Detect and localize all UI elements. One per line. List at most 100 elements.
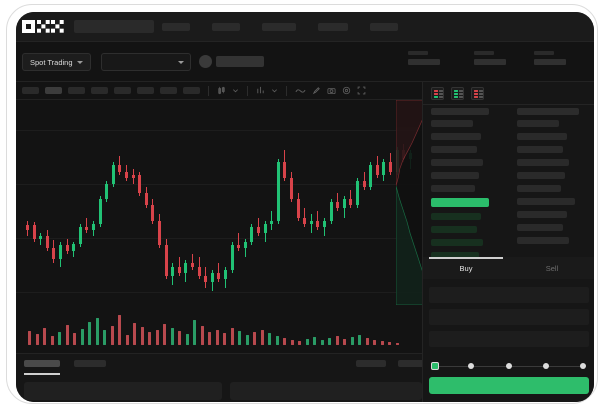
orderbook-row-ask[interactable] xyxy=(516,172,565,179)
orderbook-row-ask[interactable] xyxy=(516,237,569,244)
orderbook-mode-asks-icon[interactable] xyxy=(471,87,484,100)
line-style-icon[interactable] xyxy=(295,87,306,95)
chart-gridline xyxy=(16,184,438,185)
slider-node-75[interactable] xyxy=(543,363,549,369)
slider-node-25[interactable] xyxy=(468,363,474,369)
orderbook-row-ask[interactable] xyxy=(516,146,563,153)
volume-histogram xyxy=(16,305,438,353)
orderbook-row-ask[interactable] xyxy=(516,185,561,192)
nav-item-1[interactable] xyxy=(212,23,240,31)
nav-item-4[interactable] xyxy=(370,23,398,31)
candlestick-icon[interactable] xyxy=(217,86,226,95)
orders-right-tab-1[interactable] xyxy=(398,360,428,367)
volume-bar xyxy=(193,320,196,345)
market-mode-dropdown[interactable]: Spot Trading xyxy=(22,53,91,71)
logo-glyph-o xyxy=(22,20,35,33)
orderbook-row-bid[interactable] xyxy=(431,213,481,220)
timeframe-6[interactable] xyxy=(160,87,177,94)
chart-gridline xyxy=(16,130,438,131)
orderbook-row-bid[interactable] xyxy=(431,185,475,192)
ticker-bar: Spot Trading xyxy=(16,42,594,82)
volume-bar xyxy=(140,327,144,345)
submit-buy-button[interactable] xyxy=(429,377,589,394)
volume-bar xyxy=(215,330,219,345)
slider-node-50[interactable] xyxy=(506,363,512,369)
tab-buy[interactable]: Buy xyxy=(423,257,509,279)
volume-bar xyxy=(35,334,39,345)
orderbook-row-bid[interactable] xyxy=(431,146,477,153)
orderbook-columns xyxy=(423,108,594,278)
slider-node-0[interactable] xyxy=(431,362,439,370)
indicators-icon[interactable] xyxy=(256,86,265,95)
ticker-stat-value xyxy=(408,59,440,65)
search-input[interactable] xyxy=(74,20,154,33)
orders-tab-1[interactable] xyxy=(74,360,106,367)
order-field-1[interactable] xyxy=(429,309,589,325)
volume-bar xyxy=(125,335,129,345)
volume-bar xyxy=(223,333,226,345)
volume-bar xyxy=(290,340,294,345)
draw-pencil-icon[interactable] xyxy=(312,86,321,95)
fullscreen-icon[interactable] xyxy=(357,86,366,95)
timeframe-4[interactable] xyxy=(114,87,131,94)
orderbook-row-bid[interactable] xyxy=(431,159,483,166)
nav-item-3[interactable] xyxy=(318,23,348,31)
timeframe-7[interactable] xyxy=(183,87,200,94)
orders-tab-0[interactable] xyxy=(24,360,60,367)
settings-gear-icon[interactable] xyxy=(342,86,351,95)
toolbar-divider xyxy=(286,85,287,96)
orderbook-row-ask[interactable] xyxy=(516,133,567,140)
orderbook-row-bid[interactable] xyxy=(431,120,473,127)
okx-logo[interactable] xyxy=(22,20,64,33)
orders-card-1[interactable] xyxy=(230,382,422,400)
orders-card-0[interactable] xyxy=(24,382,222,400)
volume-bar xyxy=(275,336,279,345)
volume-bar xyxy=(253,332,256,345)
orderbook-row-ask[interactable] xyxy=(516,159,569,166)
orderbook-row-bid[interactable] xyxy=(431,133,481,140)
slider-node-100[interactable] xyxy=(580,363,586,369)
volume-bar xyxy=(320,340,324,345)
ticker-stat-0 xyxy=(408,51,444,65)
orders-right-tab-0[interactable] xyxy=(356,360,386,367)
volume-bar xyxy=(103,330,106,345)
camera-icon[interactable] xyxy=(327,86,336,95)
volume-bar xyxy=(298,341,301,345)
tab-active-indicator xyxy=(429,257,503,259)
volume-bar xyxy=(80,329,84,345)
orderbook-row-ask[interactable] xyxy=(516,120,559,127)
orderbook-row-bid[interactable] xyxy=(431,252,479,259)
orderbook-mode-bids-icon[interactable] xyxy=(451,87,464,100)
orderbook-row-ask[interactable] xyxy=(516,211,567,218)
orderbook-row-bid[interactable] xyxy=(431,172,479,179)
timeframe-2[interactable] xyxy=(68,87,85,94)
orderbook-row-ask[interactable] xyxy=(516,198,575,205)
orderbook-row-bid[interactable] xyxy=(431,239,483,246)
amount-percent-slider[interactable] xyxy=(431,362,586,370)
chevron-down-icon xyxy=(76,60,83,64)
chevron-down-icon[interactable] xyxy=(271,87,278,94)
timeframe-5[interactable] xyxy=(137,87,154,94)
order-field-2[interactable] xyxy=(429,331,589,347)
order-field-0[interactable] xyxy=(429,287,589,303)
timeframe-1[interactable] xyxy=(45,87,62,94)
orderbook-row-bid[interactable] xyxy=(431,198,489,207)
volume-bar xyxy=(185,334,189,345)
timeframe-0[interactable] xyxy=(22,87,39,94)
symbol-select[interactable] xyxy=(101,53,191,71)
volume-bar xyxy=(260,330,264,345)
nav-item-0[interactable] xyxy=(162,23,190,31)
orderbook-mode-both-icon[interactable] xyxy=(431,87,444,100)
price-chart[interactable] xyxy=(16,100,438,305)
tab-buy-label: Buy xyxy=(459,263,473,273)
orderbook-row-bid[interactable] xyxy=(431,226,477,233)
ticker-stat-label xyxy=(408,51,428,55)
chevron-down-icon[interactable] xyxy=(232,87,239,94)
volume-bar xyxy=(28,331,31,345)
orderbook-row-ask[interactable] xyxy=(516,224,563,231)
volume-bar xyxy=(95,318,99,345)
tab-sell[interactable]: Sell xyxy=(509,257,594,279)
volume-bar xyxy=(238,331,241,345)
timeframe-3[interactable] xyxy=(91,87,108,94)
nav-item-2[interactable] xyxy=(262,23,296,31)
